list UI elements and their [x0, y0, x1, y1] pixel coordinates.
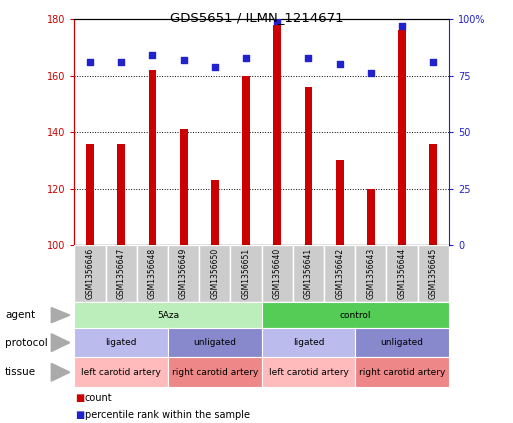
Text: agent: agent: [5, 310, 35, 320]
Text: GSM1356646: GSM1356646: [86, 248, 94, 299]
Text: unligated: unligated: [193, 338, 236, 347]
Bar: [418, 245, 449, 302]
Bar: [367, 189, 375, 245]
Bar: [398, 30, 406, 245]
Point: [211, 63, 219, 70]
Text: GSM1356641: GSM1356641: [304, 248, 313, 299]
Bar: [273, 25, 281, 245]
Bar: [86, 143, 94, 245]
Point: [429, 59, 438, 66]
Text: GSM1356642: GSM1356642: [335, 248, 344, 299]
Bar: [230, 245, 262, 302]
Bar: [429, 143, 437, 245]
Text: GSM1356640: GSM1356640: [273, 248, 282, 299]
Text: percentile rank within the sample: percentile rank within the sample: [85, 409, 250, 420]
Bar: [305, 87, 312, 245]
Bar: [262, 245, 293, 302]
Point: [242, 54, 250, 61]
Bar: [336, 160, 344, 245]
Polygon shape: [51, 308, 70, 323]
Text: ligated: ligated: [106, 338, 137, 347]
Bar: [199, 245, 230, 302]
Text: GSM1356643: GSM1356643: [366, 248, 376, 299]
Text: right carotid artery: right carotid artery: [359, 368, 445, 377]
Text: ligated: ligated: [293, 338, 324, 347]
Point: [336, 61, 344, 68]
Text: GSM1356644: GSM1356644: [398, 248, 407, 299]
Point: [180, 56, 188, 63]
Text: ■: ■: [75, 409, 84, 420]
Text: GSM1356647: GSM1356647: [116, 248, 126, 299]
Text: GSM1356650: GSM1356650: [210, 248, 220, 299]
Text: GSM1356648: GSM1356648: [148, 248, 157, 299]
Text: GSM1356651: GSM1356651: [242, 248, 250, 299]
Text: tissue: tissue: [5, 367, 36, 377]
Text: protocol: protocol: [5, 338, 48, 348]
Point: [273, 18, 281, 25]
Point: [148, 52, 156, 59]
Text: 5Aza: 5Aza: [157, 310, 179, 320]
Point: [398, 22, 406, 29]
Bar: [211, 180, 219, 245]
Text: control: control: [340, 310, 371, 320]
Text: right carotid artery: right carotid artery: [172, 368, 258, 377]
Bar: [117, 143, 125, 245]
Bar: [137, 245, 168, 302]
Bar: [74, 245, 106, 302]
Point: [86, 59, 94, 66]
Bar: [324, 245, 355, 302]
Bar: [168, 245, 199, 302]
Point: [304, 54, 312, 61]
Text: left carotid artery: left carotid artery: [268, 368, 348, 377]
Bar: [293, 245, 324, 302]
Bar: [106, 245, 137, 302]
Text: GDS5651 / ILMN_1214671: GDS5651 / ILMN_1214671: [170, 11, 343, 24]
Bar: [386, 245, 418, 302]
Text: unligated: unligated: [381, 338, 424, 347]
Polygon shape: [51, 363, 70, 381]
Text: count: count: [85, 393, 112, 404]
Text: ■: ■: [75, 393, 84, 404]
Bar: [180, 129, 188, 245]
Bar: [242, 76, 250, 245]
Text: GSM1356649: GSM1356649: [179, 248, 188, 299]
Bar: [355, 245, 386, 302]
Polygon shape: [51, 334, 70, 352]
Point: [367, 70, 375, 77]
Text: left carotid artery: left carotid artery: [81, 368, 161, 377]
Point: [117, 59, 125, 66]
Text: GSM1356645: GSM1356645: [429, 248, 438, 299]
Bar: [148, 70, 156, 245]
